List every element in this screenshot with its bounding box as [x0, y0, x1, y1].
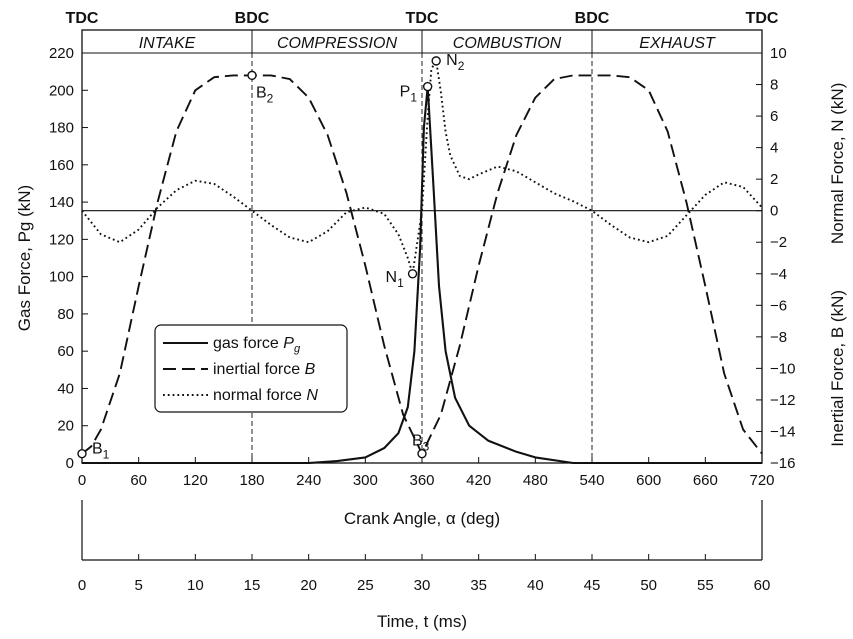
point-label: B3	[412, 433, 430, 454]
legend-label: normal force N	[213, 387, 318, 404]
time-tick-label: 30	[414, 577, 431, 594]
y-right-tick-label: −8	[770, 329, 787, 346]
time-tick-label: 40	[527, 577, 544, 594]
point-label: P1	[400, 84, 418, 105]
x-tick-label: 0	[78, 472, 86, 489]
dead-center-label: TDC	[746, 10, 779, 27]
y-right-tick-label: −10	[770, 360, 795, 377]
time-tick-label: 35	[470, 577, 487, 594]
y-right-tick-label: 10	[770, 45, 787, 62]
y-left-tick-label: 140	[49, 194, 74, 211]
phase-label: COMPRESSION	[277, 35, 397, 52]
point-label: B1	[92, 441, 110, 462]
labeled-point-marker	[422, 81, 433, 92]
y-left-tick-label: 40	[57, 380, 74, 397]
y-right-tick-label: 8	[770, 77, 778, 94]
time-tick-label: 20	[300, 577, 317, 594]
time-tick-label: 0	[78, 577, 86, 594]
y-right-normal-axis-title: Normal Force, N (kN)	[828, 83, 847, 245]
x-tick-label: 720	[749, 472, 774, 489]
x-tick-label: 600	[636, 472, 661, 489]
labeled-point-marker	[407, 269, 418, 279]
y-right-tick-label: −4	[770, 266, 787, 283]
y-right-tick-label: −2	[770, 234, 787, 251]
time-tick-label: 55	[697, 577, 714, 594]
time-tick-label: 45	[584, 577, 601, 594]
x-tick-label: 120	[183, 472, 208, 489]
x-tick-label: 180	[239, 472, 264, 489]
y-right-tick-label: 2	[770, 171, 778, 188]
x-tick-label: 300	[353, 472, 378, 489]
x-axis-title: Crank Angle, α (deg)	[344, 509, 500, 528]
labeled-point-marker	[247, 70, 257, 81]
y-left-tick-label: 200	[49, 82, 74, 99]
time-tick-label: 25	[357, 577, 374, 594]
y-right-tick-label: 0	[770, 203, 778, 220]
point-label: N2	[446, 52, 465, 73]
y-right-tick-label: 4	[770, 140, 778, 157]
x-tick-label: 360	[409, 472, 434, 489]
x-tick-label: 420	[466, 472, 491, 489]
time-tick-label: 60	[754, 577, 771, 594]
y-left-tick-label: 120	[49, 231, 74, 248]
time-tick-label: 50	[640, 577, 657, 594]
point-label: B2	[256, 84, 274, 105]
legend-label: gas force Pg	[213, 335, 301, 355]
y-left-tick-label: 0	[66, 455, 74, 472]
labeled-point-marker	[431, 56, 441, 66]
legend-box	[154, 324, 348, 413]
phase-label: COMBUSTION	[453, 35, 562, 52]
series-line-dashed	[81, 74, 763, 455]
y-left-tick-label: 180	[49, 120, 74, 137]
y-left-tick-label: 60	[57, 343, 74, 360]
dead-center-label: TDC	[406, 10, 439, 27]
time-axis-title: Time, t (ms)	[377, 612, 467, 631]
dead-center-label: BDC	[575, 10, 610, 27]
time-tick-label: 15	[244, 577, 261, 594]
x-tick-label: 480	[523, 472, 548, 489]
x-tick-label: 660	[693, 472, 718, 489]
y-right-tick-label: −6	[770, 297, 787, 314]
y-left-axis-title: Gas Force, Pg (kN)	[15, 185, 34, 331]
y-left-tick-label: 100	[49, 269, 74, 286]
dead-center-label: TDC	[66, 10, 99, 27]
time-tick-label: 5	[134, 577, 142, 594]
y-right-tick-label: −16	[770, 455, 795, 472]
x-tick-label: 60	[130, 472, 147, 489]
time-tick-label: 10	[187, 577, 204, 594]
y-right-tick-label: −12	[770, 392, 795, 409]
x-tick-label: 540	[579, 472, 604, 489]
point-label: N1	[386, 269, 405, 290]
phase-label: EXHAUST	[639, 35, 716, 52]
y-left-tick-label: 80	[57, 306, 74, 323]
y-right-tick-label: −14	[770, 423, 795, 440]
dead-center-label: BDC	[235, 10, 270, 27]
x-tick-label: 240	[296, 472, 321, 489]
legend-label: inertial force B	[213, 361, 316, 378]
y-left-tick-label: 220	[49, 45, 74, 62]
y-right-tick-label: 6	[770, 108, 778, 125]
y-left-tick-label: 20	[57, 418, 74, 435]
y-left-tick-label: 160	[49, 157, 74, 174]
labeled-point-marker	[417, 448, 427, 459]
phase-label: INTAKE	[139, 35, 196, 52]
y-right-inertial-axis-title: Inertial Force, B (kN)	[828, 290, 847, 447]
labeled-point-marker	[77, 448, 87, 459]
